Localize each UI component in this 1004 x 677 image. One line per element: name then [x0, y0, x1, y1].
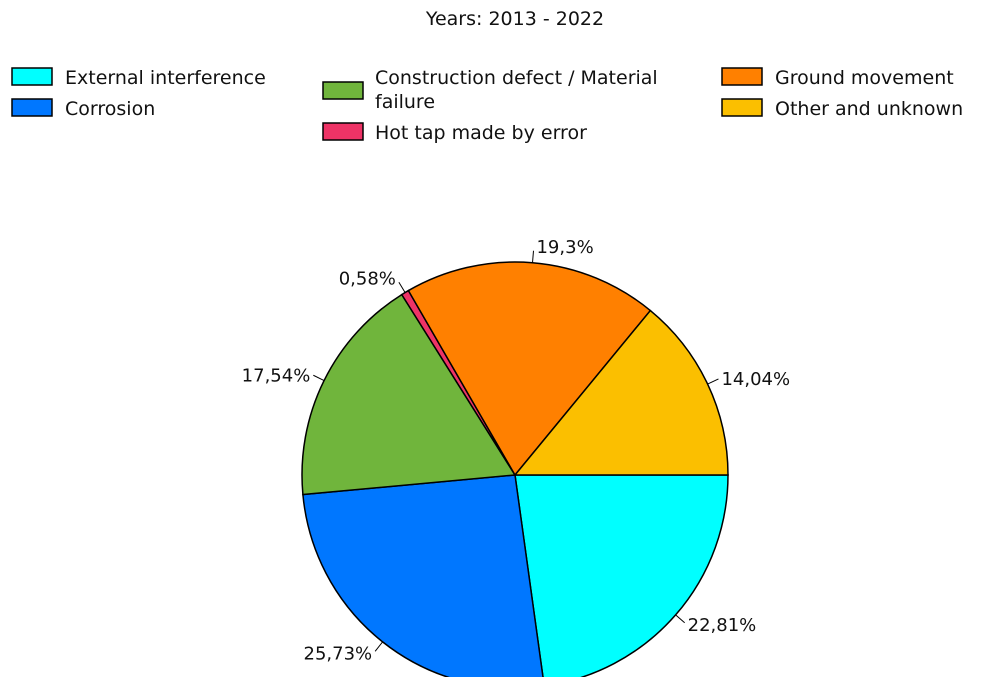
- leader-line-ground-movement: [532, 250, 534, 263]
- slice-label-construction-defect-material-failure: 17,54%: [242, 365, 311, 386]
- legend-item-corrosion: Corrosion: [11, 98, 155, 120]
- leader-line-external-interference: [675, 614, 685, 624]
- legend-swatch-external-interference: [11, 67, 53, 86]
- pie-slice-other-and-unknown: [513, 309, 729, 476]
- legend-item-ground-movement: Ground movement: [721, 67, 954, 89]
- legend-swatch-corrosion: [11, 98, 53, 117]
- pie-slice-construction-defect-material-failure: [301, 293, 517, 496]
- pie-slice-external-interference: [514, 474, 729, 677]
- legend-item-construction-defect: Construction defect / Material failure: [322, 67, 664, 113]
- leader-line-corrosion: [374, 641, 383, 652]
- legend-swatch-other-unknown: [721, 98, 763, 117]
- legend-item-other-unknown: Other and unknown: [721, 98, 963, 120]
- legend-swatch-ground-movement: [721, 67, 763, 86]
- legend-swatch-construction-defect: [322, 81, 364, 100]
- slice-label-ground-movement: 19,3%: [536, 237, 593, 258]
- leader-line-construction-defect-material-failure: [313, 374, 325, 382]
- slice-label-corrosion: 25,73%: [304, 643, 373, 664]
- legend-label-construction-defect: Construction defect / Material failure: [375, 67, 664, 113]
- legend-item-hot-tap: Hot tap made by error: [322, 122, 587, 144]
- leader-line-hot-tap-made-by-error: [398, 282, 406, 293]
- slice-label-hot-tap-made-by-error: 0,58%: [339, 268, 396, 289]
- legend-label-hot-tap: Hot tap made by error: [375, 122, 587, 144]
- pie-labels: 22,81% 25,73% 17,54% 0,58% 19,3% 14,04%: [242, 237, 790, 664]
- pie-slice-corrosion: [302, 474, 544, 677]
- legend-swatch-hot-tap: [322, 122, 364, 141]
- slice-label-other-and-unknown: 14,04%: [721, 369, 790, 390]
- pie-slices: [301, 261, 729, 677]
- legend-label-other-unknown: Other and unknown: [775, 98, 963, 120]
- slice-label-external-interference: 22,81%: [688, 615, 757, 636]
- legend: External interference Corrosion Construc…: [11, 67, 963, 144]
- chart-title: Years: 2013 - 2022: [425, 8, 604, 30]
- leader-line-other-and-unknown: [707, 378, 719, 385]
- pie-slice-ground-movement: [407, 261, 652, 477]
- legend-label-external-interference: External interference: [65, 67, 266, 89]
- legend-label-corrosion: Corrosion: [65, 98, 155, 120]
- legend-item-external-interference: External interference: [11, 67, 266, 89]
- legend-label-ground-movement: Ground movement: [775, 67, 954, 89]
